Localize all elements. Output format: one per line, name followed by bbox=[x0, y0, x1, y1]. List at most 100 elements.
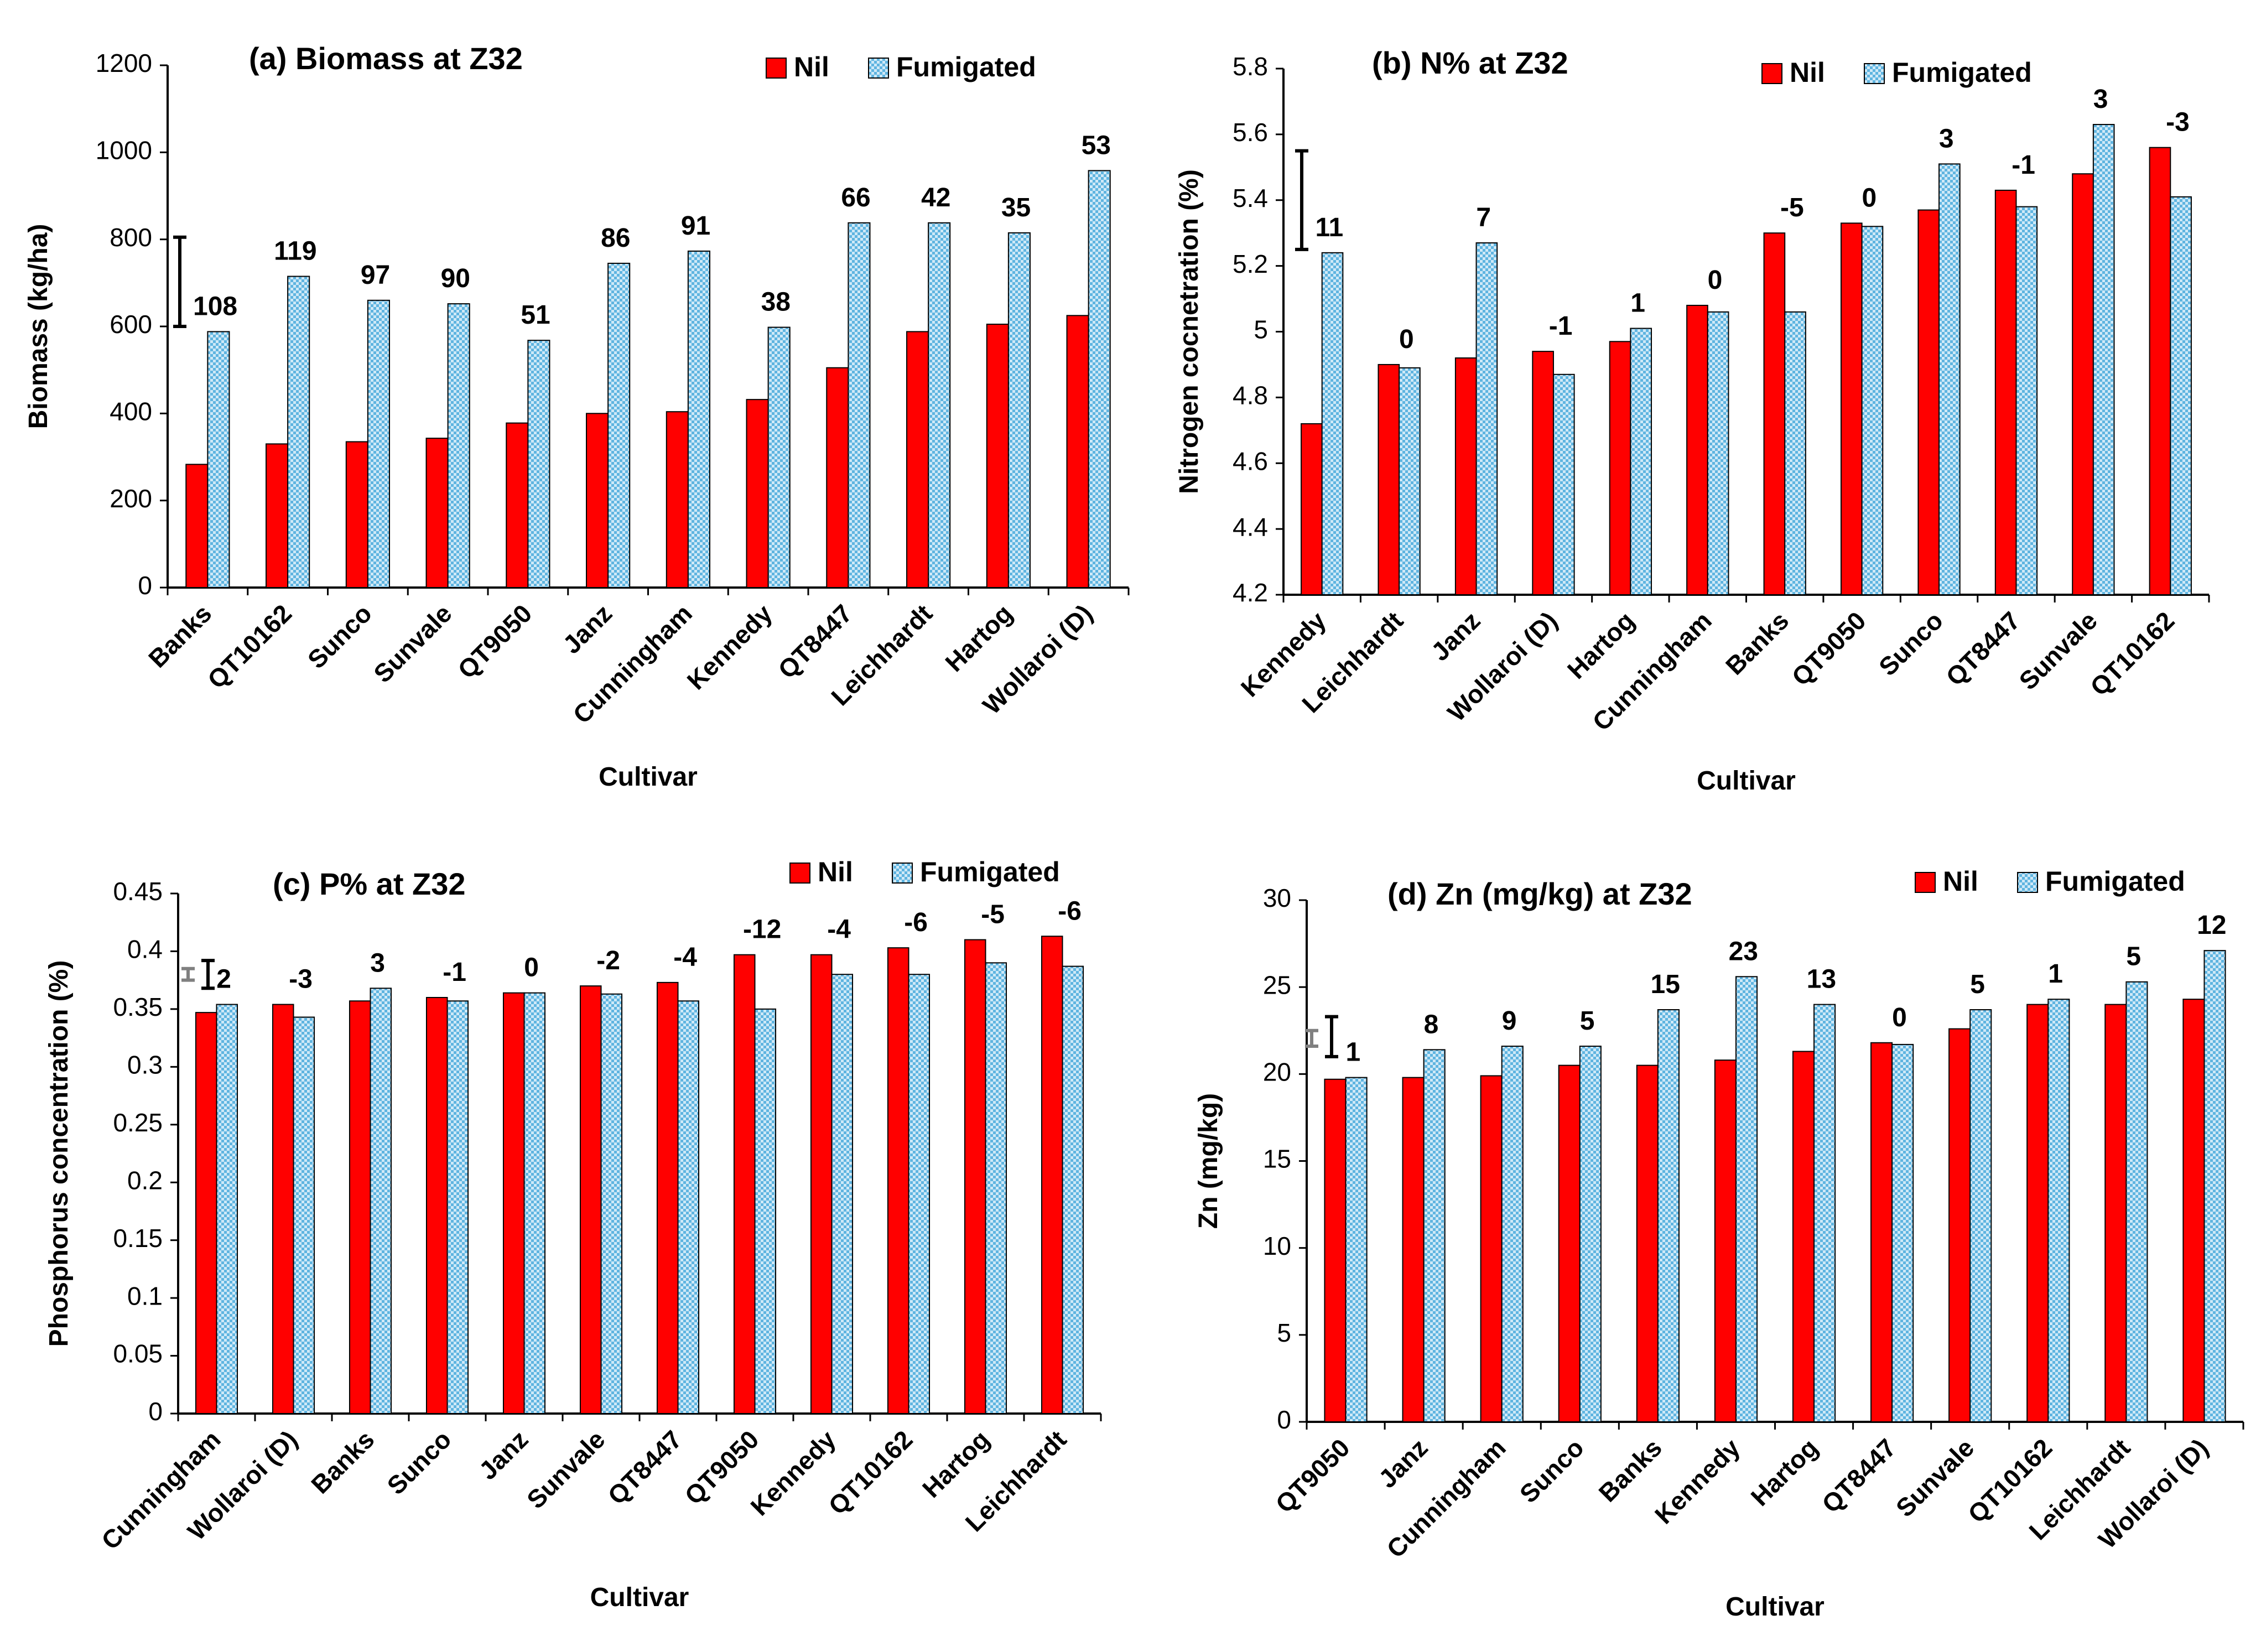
data-label: 15 bbox=[1651, 970, 1680, 999]
bar-fumigated bbox=[446, 1000, 469, 1415]
bar-fumigated bbox=[527, 340, 550, 588]
bar-nil bbox=[964, 939, 986, 1414]
x-tick-label: Janz bbox=[557, 599, 617, 659]
bar-fumigated bbox=[1399, 367, 1421, 595]
bar-fumigated bbox=[600, 993, 623, 1414]
x-tick-label: Hartog bbox=[917, 1425, 995, 1503]
data-label: 108 bbox=[193, 292, 237, 321]
bar-fumigated bbox=[848, 222, 871, 589]
x-tick-label: Janz bbox=[1373, 1433, 1433, 1493]
y-tick-label: 5.6 bbox=[1233, 118, 1268, 147]
legend-swatch-fumigated bbox=[868, 58, 889, 79]
x-tick-label: Hartog bbox=[1562, 606, 1640, 684]
data-label: -1 bbox=[2011, 150, 2035, 180]
bar-fumigated bbox=[831, 974, 854, 1414]
x-tick-label: Kennedy bbox=[745, 1425, 841, 1521]
data-label: 0 bbox=[1892, 1003, 1907, 1032]
bar-nil bbox=[2182, 999, 2205, 1423]
legend-label-nil: Nil bbox=[818, 856, 853, 887]
chart-panel-c: (c) P% at Z32 0 0.05 0.1 0.15 0.2 0.25 0.3 0.35 0… bbox=[44, 856, 1102, 1612]
bar-nil bbox=[1636, 1064, 1659, 1423]
data-label: 5 bbox=[1580, 1006, 1595, 1036]
data-label: 97 bbox=[361, 261, 390, 290]
y-tick-label: 5 bbox=[1277, 1318, 1291, 1347]
bar-fumigated bbox=[985, 962, 1007, 1415]
data-label: 3 bbox=[2093, 85, 2108, 114]
bar-fumigated bbox=[908, 974, 931, 1414]
y-axis-label: Nitrogen cocnetration (%) bbox=[1174, 169, 1204, 494]
data-label: 5 bbox=[2126, 942, 2141, 972]
x-tick-label: Sunvale bbox=[368, 599, 458, 688]
data-label: 11 bbox=[1316, 213, 1344, 242]
bar-nil bbox=[1714, 1059, 1737, 1422]
bar-fumigated bbox=[1657, 1009, 1680, 1422]
bar-nil bbox=[887, 947, 909, 1414]
bar-nil bbox=[810, 954, 833, 1414]
y-axis-label: Phosphorus concentration (%) bbox=[44, 960, 74, 1347]
bar-fumigated bbox=[677, 1000, 700, 1415]
data-label: 42 bbox=[921, 183, 950, 212]
data-label: -5 bbox=[1780, 193, 1804, 222]
data-label: -3 bbox=[2166, 108, 2190, 137]
bar-fumigated bbox=[2170, 196, 2192, 595]
chart-title: (a) Biomass at Z32 bbox=[249, 41, 523, 76]
error-bar bbox=[1305, 1028, 1318, 1048]
data-label: 0 bbox=[1399, 325, 1414, 354]
bar-nil bbox=[1763, 232, 1786, 595]
bar-nil bbox=[425, 997, 448, 1414]
bar-fumigated bbox=[287, 276, 310, 588]
y-tick-label: 0.1 bbox=[127, 1281, 163, 1310]
bar-nil bbox=[1994, 189, 2017, 595]
bar-fumigated bbox=[207, 331, 230, 588]
legend-swatch-nil bbox=[1915, 872, 1936, 893]
x-tick-label: Banks bbox=[305, 1425, 380, 1499]
bar-nil bbox=[586, 413, 609, 588]
data-label: 53 bbox=[1082, 131, 1111, 160]
bar-fumigated bbox=[216, 1004, 238, 1414]
bar-fumigated bbox=[1475, 242, 1498, 595]
x-tick-label: Sunco bbox=[1873, 606, 1948, 681]
bar-nil bbox=[1917, 209, 1940, 595]
x-tick-label: QT10162 bbox=[823, 1425, 918, 1520]
legend-label-fumigated: Fumigated bbox=[920, 856, 1060, 887]
x-tick-label: Banks bbox=[1593, 1433, 1667, 1507]
bar-nil bbox=[185, 464, 209, 589]
bar-fumigated bbox=[1630, 328, 1652, 596]
bar-nil bbox=[1792, 1051, 1815, 1422]
data-label: 1 bbox=[1346, 1038, 1361, 1067]
bar-nil bbox=[2026, 1004, 2049, 1422]
y-tick-label: 25 bbox=[1263, 970, 1291, 999]
x-tick-label: QT10162 bbox=[202, 599, 297, 694]
y-tick-label: 5.2 bbox=[1233, 250, 1268, 278]
legend-swatch-fumigated bbox=[892, 863, 913, 884]
bar-nil bbox=[345, 441, 368, 588]
data-label: 0 bbox=[524, 953, 539, 983]
bar-fumigated bbox=[607, 262, 631, 588]
data-label: 13 bbox=[1807, 965, 1836, 994]
y-tick-label: 4.6 bbox=[1233, 446, 1268, 475]
legend-swatch-nil bbox=[789, 863, 810, 884]
bar-nil bbox=[1948, 1028, 1971, 1422]
chart-title: (b) N% at Z32 bbox=[1372, 45, 1568, 80]
legend-swatch-nil bbox=[1761, 63, 1782, 84]
bar-fumigated bbox=[1501, 1046, 1524, 1423]
bar-nil bbox=[733, 954, 756, 1414]
x-tick-label: Sunvale bbox=[521, 1425, 611, 1514]
legend-swatch-fumigated bbox=[1864, 63, 1885, 84]
x-axis-label: Cultivar bbox=[1697, 766, 1796, 796]
bar-fumigated bbox=[523, 992, 546, 1414]
data-label: 86 bbox=[601, 224, 630, 253]
bar-fumigated bbox=[1735, 976, 1758, 1422]
bar-fumigated bbox=[1938, 163, 1961, 595]
data-label: 35 bbox=[1001, 193, 1031, 222]
y-tick-label: 0.45 bbox=[113, 877, 163, 906]
bar-nil bbox=[1558, 1064, 1581, 1423]
bar-fumigated bbox=[1579, 1046, 1602, 1423]
bar-nil bbox=[746, 399, 769, 588]
bar-nil bbox=[1041, 936, 1063, 1415]
bar-nil bbox=[1378, 363, 1400, 595]
y-tick-label: 5 bbox=[1254, 315, 1268, 344]
x-tick-label: QT9050 bbox=[1786, 606, 1871, 691]
y-tick-label: 4.8 bbox=[1233, 381, 1268, 410]
legend-label-fumigated: Fumigated bbox=[2045, 866, 2185, 897]
